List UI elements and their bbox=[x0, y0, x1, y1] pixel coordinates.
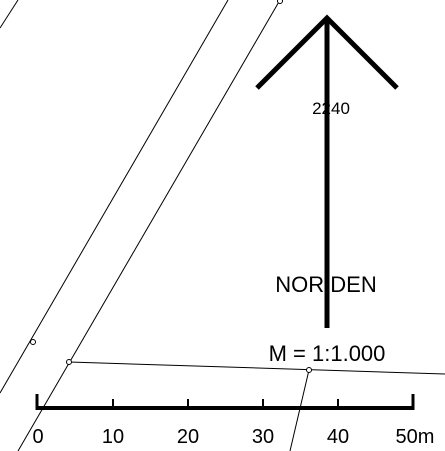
scale-bar-tick-label: 40 bbox=[327, 426, 349, 448]
parcel-boundary-line bbox=[0, 0, 19, 29]
scale-bar-tick-label: 50m bbox=[396, 426, 435, 448]
parcel-boundary-line bbox=[17, 0, 281, 451]
parcel-boundary-line bbox=[68, 361, 445, 375]
scale-bar-tick-label: 30 bbox=[252, 426, 274, 448]
parcel-boundary-line bbox=[0, 0, 229, 394]
boundary-point bbox=[277, 0, 283, 4]
scale-label: M = 1:1.000 bbox=[269, 341, 386, 366]
boundary-point bbox=[306, 367, 312, 373]
parcel-number-label: 2240 bbox=[312, 99, 350, 118]
boundary-point bbox=[30, 339, 36, 345]
scale-bar: 0 10 20 30 40 50m bbox=[32, 394, 434, 448]
north-arrow-head bbox=[255, 14, 399, 90]
scale-bar-tick-label: 10 bbox=[102, 426, 124, 448]
scale-bar-tick-label: 0 bbox=[32, 426, 43, 448]
boundary-point bbox=[66, 359, 72, 365]
parcel-boundary-line bbox=[289, 369, 310, 451]
scale-bar-tick-label: 20 bbox=[177, 426, 199, 448]
